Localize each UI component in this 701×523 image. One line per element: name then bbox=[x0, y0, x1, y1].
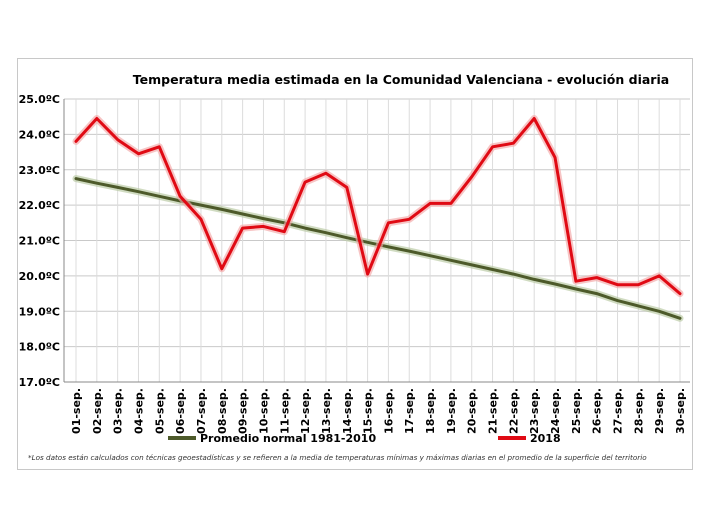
y-tick-label: 22.0ºC bbox=[19, 199, 60, 212]
x-tick-label: 20-sep. bbox=[466, 388, 479, 434]
x-tick-label: 22-sep. bbox=[507, 388, 520, 434]
x-tick-label: 10-sep. bbox=[257, 388, 270, 434]
y-tick-label: 21.0ºC bbox=[19, 235, 60, 248]
x-tick-label: 25-sep. bbox=[570, 388, 583, 434]
x-tick-label: 08-sep. bbox=[216, 388, 229, 434]
y-tick-label: 23.0ºC bbox=[19, 164, 60, 177]
x-tick-label: 27-sep. bbox=[612, 388, 625, 434]
x-tick-label: 01-sep. bbox=[70, 388, 83, 434]
x-tick-label: 16-sep. bbox=[382, 388, 395, 434]
x-tick-label: 04-sep. bbox=[132, 388, 145, 434]
y-tick-label: 17.0ºC bbox=[19, 376, 60, 389]
y-tick-label: 25.0ºC bbox=[19, 93, 60, 106]
x-tick-label: 29-sep. bbox=[653, 388, 666, 434]
x-tick-label: 30-sep. bbox=[674, 388, 687, 434]
x-tick-label: 09-sep. bbox=[237, 388, 250, 434]
legend: Promedio normal 1981-2010 2018 bbox=[168, 432, 561, 445]
y-tick-label: 24.0ºC bbox=[19, 128, 60, 141]
y-tick-label: 18.0ºC bbox=[19, 341, 60, 354]
legend-label-2: 2018 bbox=[530, 432, 561, 445]
x-tick-label: 02-sep. bbox=[91, 388, 104, 434]
chart-title: Temperatura media estimada en la Comunid… bbox=[133, 72, 669, 87]
line-chart: 17.0ºC 18.0ºC 19.0ºC 20.0ºC 21.0ºC 22.0ºC 23.0… bbox=[19, 72, 690, 462]
x-tick-label: 18-sep. bbox=[424, 388, 437, 434]
x-tick-label: 21-sep. bbox=[487, 388, 500, 434]
x-tick-label: 15-sep. bbox=[362, 388, 375, 434]
chart-frame: 17.0ºC 18.0ºC 19.0ºC 20.0ºC 21.0ºC 22.0ºC 23.0… bbox=[17, 58, 693, 470]
series-layer bbox=[72, 115, 684, 322]
x-tick-label: 11-sep. bbox=[278, 388, 291, 434]
chart-footnote: *Los datos están calculados con técnicas… bbox=[28, 453, 647, 462]
x-tick-label: 23-sep. bbox=[528, 388, 541, 434]
series-shadow bbox=[72, 115, 684, 298]
x-tick-label: 17-sep. bbox=[403, 388, 416, 434]
x-tick-label: 13-sep. bbox=[320, 388, 333, 434]
x-tick-label: 14-sep. bbox=[341, 388, 354, 434]
y-tick-label: 20.0ºC bbox=[19, 270, 60, 283]
gridlines bbox=[64, 98, 690, 383]
x-tick-label: 07-sep. bbox=[195, 388, 208, 434]
x-tick-label: 26-sep. bbox=[591, 388, 604, 434]
x-tick-label: 03-sep. bbox=[112, 388, 125, 434]
x-tick-label: 12-sep. bbox=[299, 388, 312, 434]
x-tick-label: 28-sep. bbox=[632, 388, 645, 434]
series-2 bbox=[72, 115, 684, 298]
x-tick-label: 06-sep. bbox=[174, 388, 187, 434]
series-line bbox=[74, 117, 682, 296]
y-tick-label: 19.0ºC bbox=[19, 305, 60, 318]
x-tick-label: 19-sep. bbox=[445, 388, 458, 434]
x-tick-label: 24-sep. bbox=[549, 388, 562, 434]
y-axis: 17.0ºC 18.0ºC 19.0ºC 20.0ºC 21.0ºC 22.0ºC 23.0… bbox=[19, 93, 65, 389]
legend-label-1: Promedio normal 1981-2010 bbox=[200, 432, 376, 445]
x-axis: 01-sep. 02-sep. 03-sep. 04-sep. 05-sep. 06-se… bbox=[64, 381, 690, 434]
x-tick-label: 05-sep. bbox=[153, 388, 166, 434]
